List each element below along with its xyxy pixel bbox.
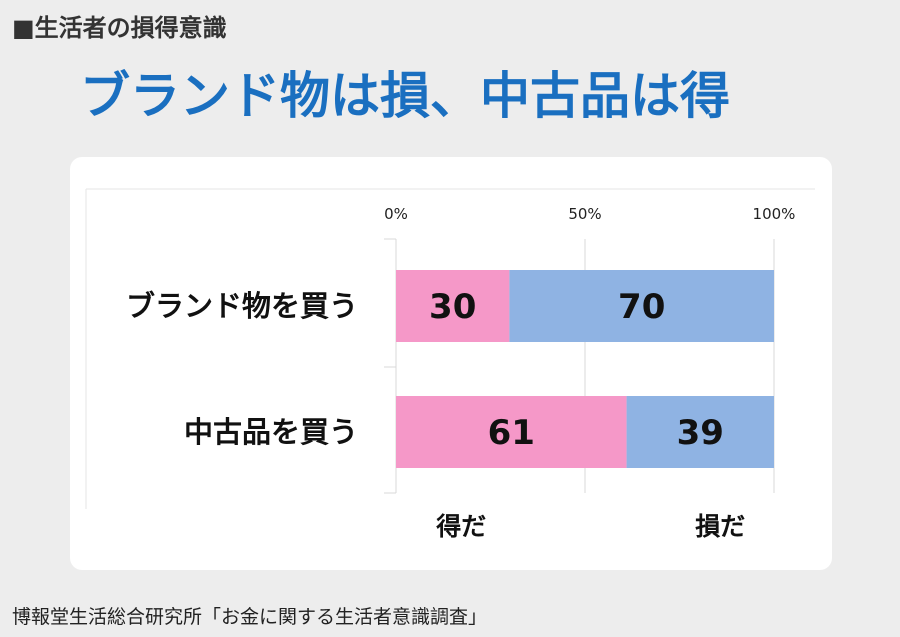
source-note: 博報堂生活総合研究所「お金に関する生活者意識調査」 — [12, 606, 488, 628]
bar-value-label: 30 — [429, 287, 476, 327]
x-tick-label: 50% — [568, 205, 601, 223]
tick-labels: 0% 50% 100% — [384, 205, 795, 223]
category-label: 中古品を買う — [184, 415, 358, 449]
bar-value-label: 61 — [488, 413, 535, 453]
x-tick-label: 0% — [384, 205, 408, 223]
chart-card: 0% 50% 100% 30 70 61 39 ブランド物を買う中古品を買う 得だ 損だ — [70, 157, 832, 570]
bar-segment — [626, 396, 774, 468]
bar-value-label: 39 — [677, 413, 724, 453]
bars: 30 70 61 39 — [396, 270, 774, 468]
bar-segment — [396, 396, 627, 468]
legend-label: 得だ — [435, 512, 486, 541]
legend-label: 損だ — [695, 512, 745, 541]
legend: 得だ 損だ — [435, 512, 745, 541]
section-label: ■生活者の損得意識 — [12, 14, 227, 42]
bar-segment — [509, 270, 774, 342]
bar-segment — [396, 270, 510, 342]
x-tick-label: 100% — [753, 205, 796, 223]
headline: ブランド物は損、中古品は得 — [80, 67, 730, 125]
category-label: ブランド物を買う — [126, 289, 358, 323]
bar-value-label: 70 — [618, 287, 665, 327]
